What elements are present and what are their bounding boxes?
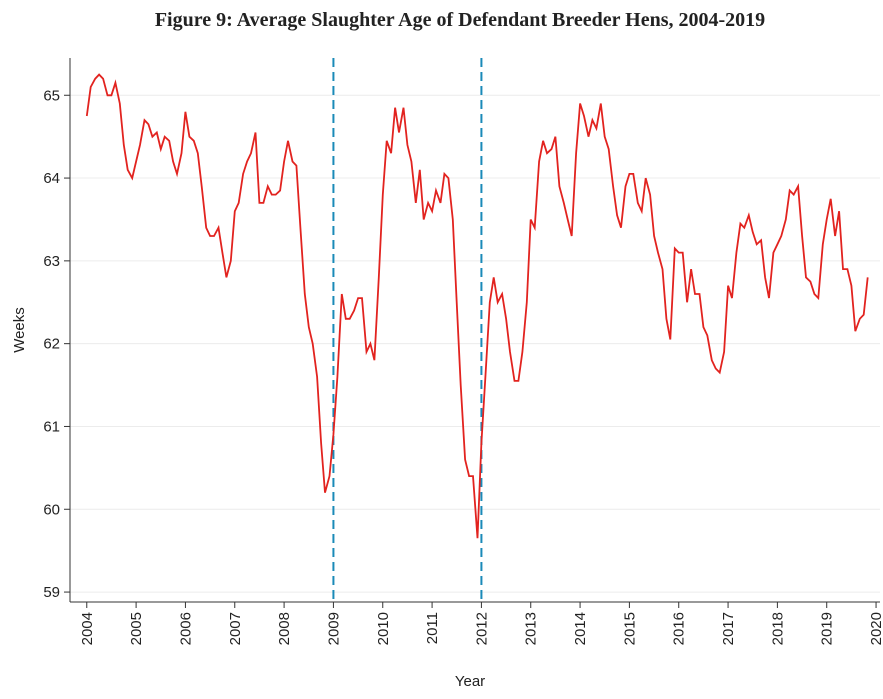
x-tick-label: 2010 [375,612,392,645]
y-tick-label: 62 [43,336,60,353]
x-tick-label: 2008 [276,612,293,645]
x-tick-label: 2007 [227,612,244,645]
y-tick-label: 65 [43,87,60,104]
y-tick-label: 64 [43,170,60,187]
y-tick-label: 59 [43,584,60,601]
x-tick-label: 2013 [523,612,540,645]
x-tick-label: 2019 [819,612,836,645]
x-tick-label: 2015 [621,612,638,645]
x-tick-label: 2016 [671,612,688,645]
x-tick-label: 2017 [720,612,737,645]
x-tick-label: 2004 [79,612,96,645]
x-tick-label: 2020 [868,612,883,645]
x-tick-label: 2012 [473,612,490,645]
data-line [85,73,869,539]
y-tick-label: 63 [43,253,60,270]
y-axis-label: Weeks [11,307,28,353]
y-tick-label: 60 [43,501,60,518]
x-tick-label: 2011 [424,612,441,644]
x-tick-label: 2005 [128,612,145,645]
x-tick-label: 2014 [572,612,589,645]
chart-title: Figure 9: Average Slaughter Age of Defen… [155,9,765,31]
x-tick-label: 2018 [769,612,786,645]
x-tick-label: 2009 [325,612,342,645]
y-tick-label: 61 [43,418,60,435]
x-axis-label: Year [455,673,485,690]
x-tick-label: 2006 [177,612,194,645]
